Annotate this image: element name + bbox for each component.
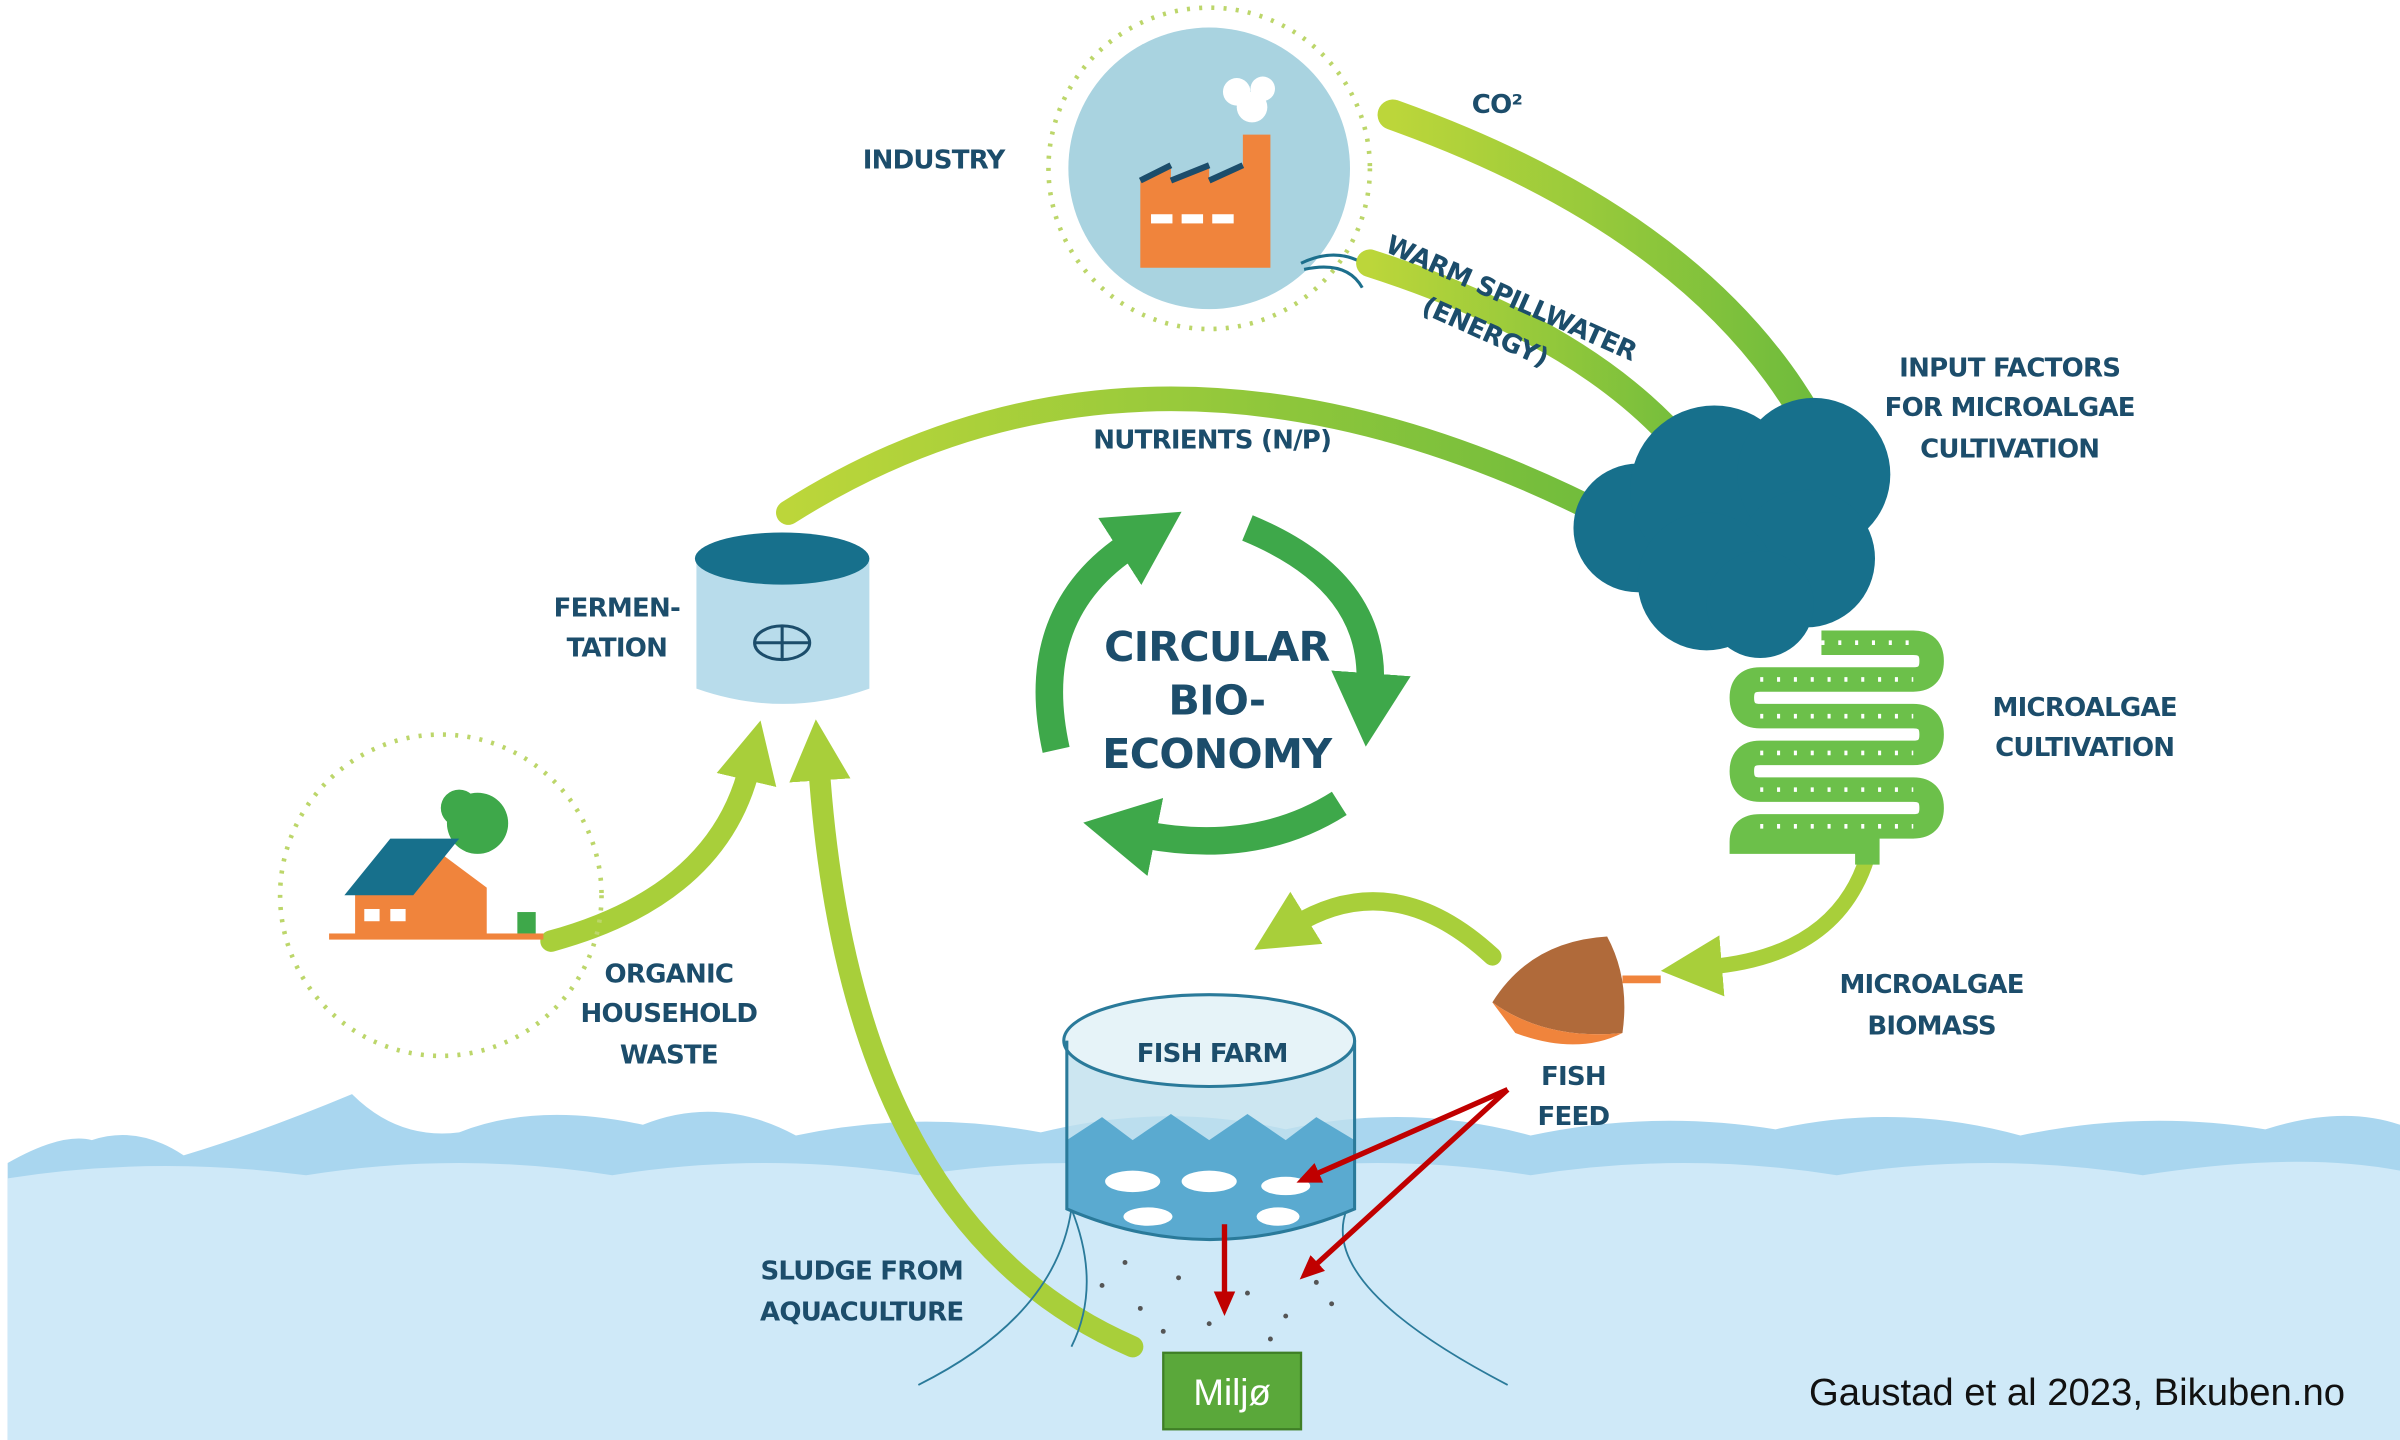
label: HOUSEHOLD: [581, 999, 758, 1029]
cultivation-tube: [1742, 643, 1932, 865]
label: BIOMASS: [1867, 1011, 1996, 1041]
label: MICROALGAE: [1839, 970, 2023, 1000]
citation: Gaustad et al 2023, Bikuben.no: [1809, 1371, 2345, 1414]
fish-feed-icon: [1492, 937, 1660, 1045]
fish-farm: [1176, 1275, 1181, 1280]
house-icon: [517, 912, 535, 933]
label: CIRCULAR: [1104, 623, 1329, 671]
fish-farm: [1283, 1314, 1288, 1319]
fish-farm: [1105, 1171, 1160, 1192]
cultivation-tube: [1742, 643, 1932, 865]
house-icon: [329, 933, 543, 939]
industry-icon: [1048, 8, 1369, 329]
label: FISH: [1541, 1062, 1606, 1092]
fish-farm: [1182, 1171, 1237, 1192]
fish-farm: [1123, 1260, 1128, 1265]
fermentation-tank: [695, 533, 869, 585]
label: ORGANIC: [604, 959, 733, 989]
cycle-arrow: [1140, 803, 1339, 840]
fish-farm: [1261, 1177, 1310, 1195]
fish-farm: [1268, 1337, 1273, 1342]
diagram: INDUSTRY CO² WARM SPILLWATER (ENERGY) IN…: [0, 0, 2400, 1440]
fish-farm: [1257, 1207, 1300, 1225]
label: FISH FARM: [1137, 1039, 1288, 1069]
fish-farm: [1245, 1291, 1250, 1296]
label: FERMEN-: [554, 594, 680, 624]
label: FEED: [1538, 1102, 1610, 1132]
flow-arrow: [1293, 901, 1492, 956]
label: CULTIVATION: [1995, 733, 2174, 763]
fish-farm: [1100, 1283, 1105, 1288]
label: NUTRIENTS (N/P): [1093, 425, 1331, 455]
miljo-button[interactable]: Miljø: [1163, 1353, 1301, 1430]
input-cloud: [1573, 398, 1890, 658]
industry-icon: [1212, 214, 1233, 223]
industry-icon: [1251, 77, 1275, 101]
label: CO²: [1472, 90, 1522, 120]
label: BIO-: [1168, 677, 1265, 725]
flow-arrow: [551, 765, 750, 941]
house-icon: [364, 909, 379, 921]
fish-farm: [1314, 1280, 1319, 1285]
label: TATION: [567, 633, 668, 663]
house-icon: [280, 735, 601, 1056]
fish-farm: [1123, 1207, 1172, 1225]
fish-farm: [1207, 1321, 1212, 1326]
house-icon: [441, 790, 478, 827]
industry-icon: [1182, 214, 1203, 223]
industry-icon: [1223, 78, 1251, 106]
label: FOR MICROALGAE: [1885, 393, 2135, 423]
label: SLUDGE FROM: [760, 1256, 963, 1286]
label: WASTE: [620, 1041, 718, 1071]
house-icon: [390, 909, 405, 921]
industry-icon: [1151, 214, 1172, 223]
flow-arrow: [1707, 857, 1868, 967]
label: CULTIVATION: [1920, 435, 2099, 465]
fish-farm: [1329, 1301, 1334, 1306]
label: INPUT FACTORS: [1899, 353, 2120, 383]
label: INDUSTRY: [863, 145, 1007, 175]
label: ECONOMY: [1102, 730, 1333, 778]
flow-arrow: [788, 399, 1637, 533]
page: {"labels":{ "industry":"INDUSTRY", "co2"…: [0, 0, 2400, 1440]
fish-farm: [1161, 1329, 1166, 1334]
label: AQUACULTURE: [760, 1298, 963, 1328]
label: MICROALGAE: [1993, 693, 2177, 723]
fermentation-tank: [695, 533, 869, 704]
fish-farm: [1138, 1306, 1143, 1311]
button-label[interactable]: Miljø: [1193, 1372, 1271, 1413]
input-cloud: [1707, 551, 1814, 658]
